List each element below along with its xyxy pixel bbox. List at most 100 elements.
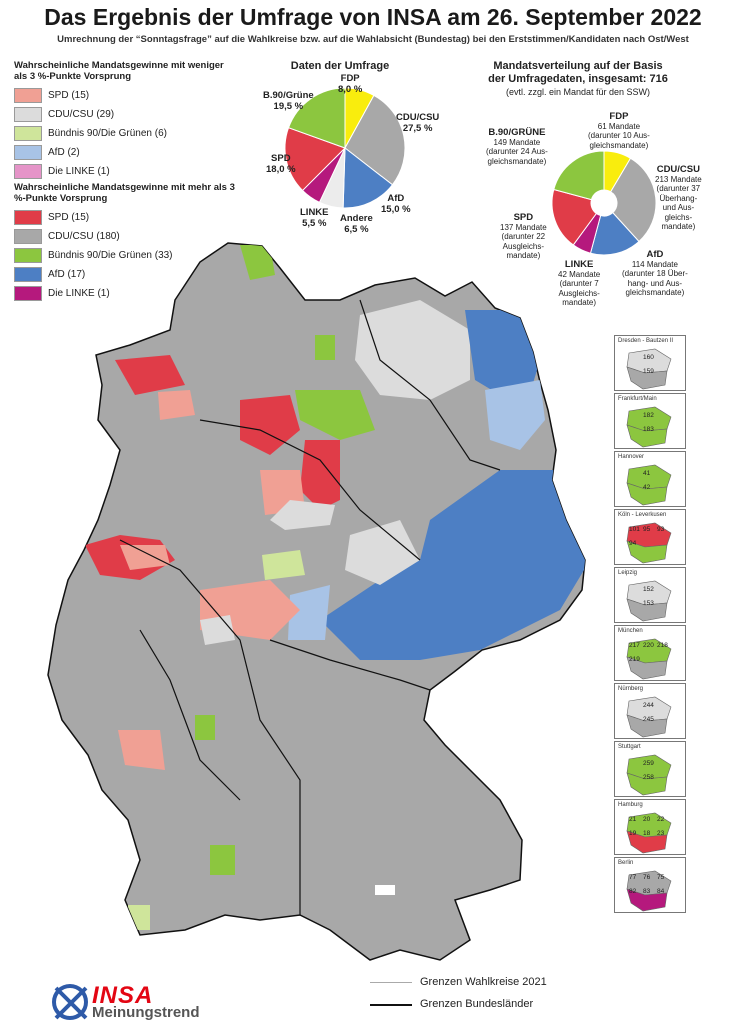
map-region-gruene-south-1 — [195, 715, 215, 740]
seat-label-linke: LINKE 42 Mandate (darunter 7 Ausgleichs-man… — [558, 259, 601, 307]
seats-note: (evtl. zzgl. ein Mandat für den SSW) — [505, 87, 651, 97]
map-region-nrw-spd-light — [120, 545, 170, 570]
map-state-border-2 — [119, 539, 301, 915]
inset-map: Nürnberg 244 245 — [614, 683, 686, 739]
poll-pie-gruene-slice — [287, 87, 346, 149]
inset-title: Frankfurt/Main — [618, 396, 657, 402]
legend-weak: Wahrscheinliche Mandatsgewinne mit wenig… — [14, 60, 239, 181]
inset-map: Hannover 41 42 — [614, 451, 686, 507]
inset-district-number: 23 — [657, 830, 665, 837]
inset-map: München 217 220 218 219 — [614, 625, 686, 681]
map-region-frankfurt-light — [200, 615, 235, 645]
map-state-border-3 — [269, 639, 431, 691]
inset-district-number: 77 — [629, 874, 637, 881]
legend-strong-heading: Wahrscheinliche Mandatsgewinne mit mehr … — [14, 182, 235, 204]
map-state-border-5 — [139, 629, 241, 801]
legend-weak-swatch — [14, 164, 42, 179]
poll-label-cdu: CDU/CSU 27,5 % — [396, 112, 440, 134]
inset-map: Leipzig 152 153 — [614, 567, 686, 623]
inset-district-number: 101 — [629, 526, 640, 533]
legend-strong-swatch — [14, 248, 42, 263]
inset-district-number: 41 — [643, 470, 651, 477]
inset-district-number: 153 — [643, 600, 654, 607]
inset-district-number: 259 — [643, 760, 654, 767]
legend-weak-swatch — [14, 145, 42, 160]
inset-district-number: 22 — [657, 816, 665, 823]
legend-strong-label: AfD (17) — [48, 269, 86, 280]
map-region-karlsruhe-light — [118, 730, 165, 770]
seat-label-cdu: CDU/CSU 213 Mandate (darunter 37 Überhang-u… — [655, 164, 702, 231]
inset-district-number: 19 — [629, 830, 637, 837]
inset-title: Leipzig — [618, 570, 638, 576]
legend-strong-swatch — [14, 229, 42, 244]
map-region-afd-light — [288, 585, 330, 640]
inset-title: Hamburg — [618, 802, 643, 808]
inset-district-south — [626, 830, 668, 854]
map-region-gruene-north — [295, 390, 375, 440]
inset-shape — [626, 406, 672, 448]
map-region-lowersaxony-spd-2 — [300, 440, 340, 510]
map-region-northeast-afd — [465, 310, 540, 400]
inset-district-number: 93 — [657, 526, 665, 533]
legend-strong-item: Bündnis 90/Die Grünen (33) — [14, 246, 239, 265]
inset-shape — [626, 638, 672, 680]
inset-shape — [626, 870, 672, 912]
poll-label-fdp: FDP 8,0 % — [338, 73, 363, 95]
inset-map: Stuttgart 259 258 — [614, 741, 686, 797]
inset-title: Nürnberg — [618, 686, 644, 692]
legend-strong-item: CDU/CSU (180) — [14, 227, 239, 246]
legend-strong-label: Die LINKE (1) — [48, 288, 110, 299]
poll-label-gruene: B.90/Grüne 19,5 % — [263, 90, 314, 112]
seat-label-gruene: B.90/GRÜNE 149 Mandate (darunter 24 Aus-gl… — [486, 127, 548, 166]
legend-weak-label: AfD (2) — [48, 147, 80, 158]
legend-strong-swatch — [14, 267, 42, 282]
insa-logo-tagline: Meinungstrend — [92, 1004, 200, 1021]
inset-district-number: 20 — [643, 816, 651, 823]
legend-weak-swatch — [14, 88, 42, 103]
legend-weak-label: Die LINKE (1) — [48, 166, 110, 177]
seat-pie-cdu-slice — [609, 157, 657, 243]
insa-logo-mark — [52, 984, 88, 1020]
inset-shape — [626, 754, 672, 796]
map-region-goettingen-light — [262, 550, 305, 580]
seat-pie-spd-slice — [551, 188, 598, 246]
inset-shape — [626, 580, 672, 622]
map-region-gruene-south-2 — [210, 845, 235, 875]
inset-district-number: 220 — [643, 642, 654, 649]
inset-shape — [626, 348, 672, 390]
map-region-muenchen-city — [375, 885, 395, 895]
inset-district-south — [626, 656, 668, 680]
inset-district-number: 75 — [657, 874, 665, 881]
legend-weak-label: CDU/CSU (29) — [48, 109, 115, 120]
map-region-saxony-afd — [320, 470, 585, 660]
legend-strong-item: AfD (17) — [14, 265, 239, 284]
inset-district-number: 218 — [657, 642, 668, 649]
inset-district-number: 21 — [629, 816, 637, 823]
map-region-east-light — [355, 300, 470, 400]
inset-district-number: 159 — [643, 368, 654, 375]
seat-pie-gruene-slice — [553, 150, 605, 201]
poll-pie-afd-slice — [342, 147, 394, 209]
legend-strong-label: CDU/CSU (180) — [48, 231, 120, 242]
inset-shape — [626, 464, 672, 506]
inset-district-number: 95 — [643, 526, 651, 533]
inset-district-number: 160 — [643, 354, 654, 361]
inset-district-number: 18 — [643, 830, 651, 837]
legend-strong-label: SPD (15) — [48, 212, 90, 223]
inset-title: Köln - Leverkusen — [618, 512, 667, 518]
inset-district-south — [626, 424, 668, 448]
seat-label-fdp: FDP 61 Mandate (darunter 10 Aus-gleichsman… — [588, 111, 650, 150]
poll-title: Daten der Umfrage — [290, 60, 390, 72]
inset-district-number: 82 — [629, 888, 637, 895]
legend-strong-item: Die LINKE (1) — [14, 284, 239, 303]
legend-weak-swatch — [14, 126, 42, 141]
legend-strong-label: Bündnis 90/Die Grünen (33) — [48, 250, 173, 261]
map-region-brandenburg-light — [485, 380, 545, 450]
poll-label-andere: Andere 6,5 % — [340, 213, 373, 235]
map-region-thuringia-light — [345, 520, 420, 585]
inset-map: Hamburg 21 20 22 19 18 23 — [614, 799, 686, 855]
inset-district-number: 258 — [643, 774, 654, 781]
legend-weak-item: Die LINKE (1) — [14, 162, 239, 181]
